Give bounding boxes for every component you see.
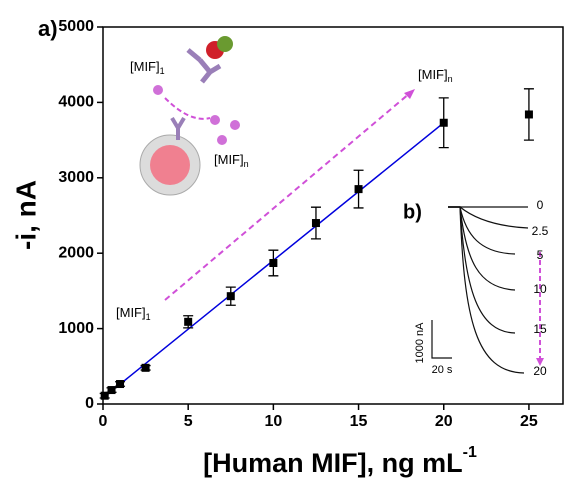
illustration bbox=[139, 36, 240, 196]
annotation-sub: n bbox=[448, 74, 453, 84]
y-tick-label: 3000 bbox=[58, 169, 94, 186]
annotation: [MIF]1 bbox=[116, 305, 151, 322]
annotation-sub: 1 bbox=[146, 312, 151, 322]
point bbox=[524, 110, 533, 119]
inset bbox=[431, 206, 529, 374]
annotation-text: [MIF] bbox=[418, 67, 448, 82]
x-tick-label: 25 bbox=[520, 413, 538, 430]
x-tick-label: 20 bbox=[435, 413, 453, 430]
annotation-text: [MIF] bbox=[214, 152, 244, 167]
point bbox=[107, 386, 116, 395]
inset-label: 5 bbox=[537, 248, 544, 262]
y-tick-label: 2000 bbox=[58, 244, 94, 261]
y-tick-label: 4000 bbox=[58, 94, 94, 111]
inset-panel-label: b) bbox=[403, 201, 422, 223]
point bbox=[116, 380, 125, 389]
point bbox=[184, 317, 193, 326]
inset-label: 15 bbox=[533, 322, 547, 336]
y-axis-label: -i, nA bbox=[10, 180, 41, 250]
annotation-text: [MIF] bbox=[130, 59, 160, 74]
inset-label: 20 bbox=[533, 364, 547, 378]
annotation-sub: n bbox=[244, 159, 249, 169]
inset-label: 10 bbox=[533, 282, 547, 296]
inset-label: 0 bbox=[537, 198, 544, 212]
plot-frame bbox=[102, 26, 564, 405]
x-axis-label: [Human MIF], ng mL-1 bbox=[203, 444, 477, 478]
inset-arrow-head bbox=[536, 358, 544, 366]
dashed-arrow bbox=[164, 92, 411, 301]
annotation: [MIF]1 bbox=[130, 59, 165, 76]
x-tick-label: 0 bbox=[99, 413, 108, 430]
x-tick-label: 15 bbox=[350, 413, 368, 430]
x-tick-label: 10 bbox=[264, 413, 282, 430]
point bbox=[439, 118, 448, 127]
point bbox=[141, 363, 150, 372]
annotation: [MIF]n bbox=[418, 67, 453, 84]
point bbox=[226, 292, 235, 301]
annotation-sub: 1 bbox=[160, 66, 165, 76]
panel-label: a) bbox=[38, 16, 58, 41]
y-tick-label: 5000 bbox=[58, 18, 94, 35]
x-tick-label: 5 bbox=[184, 413, 193, 430]
y-tick-label: 0 bbox=[85, 395, 94, 412]
annotation-text: [MIF] bbox=[116, 305, 146, 320]
inset-label: 2.5 bbox=[532, 224, 549, 238]
scale-y: 1000 nA bbox=[414, 322, 426, 364]
annotation: [MIF]n bbox=[214, 152, 249, 169]
scale-x: 20 s bbox=[432, 364, 453, 376]
x-axis-label-text: [Human MIF], ng mL bbox=[203, 448, 462, 478]
point bbox=[100, 391, 109, 400]
arrow-head bbox=[404, 89, 415, 99]
point bbox=[311, 219, 320, 228]
y-tick-label: 1000 bbox=[58, 320, 94, 337]
point bbox=[354, 185, 363, 194]
x-axis-label-sup: -1 bbox=[463, 444, 477, 461]
point bbox=[269, 259, 278, 268]
